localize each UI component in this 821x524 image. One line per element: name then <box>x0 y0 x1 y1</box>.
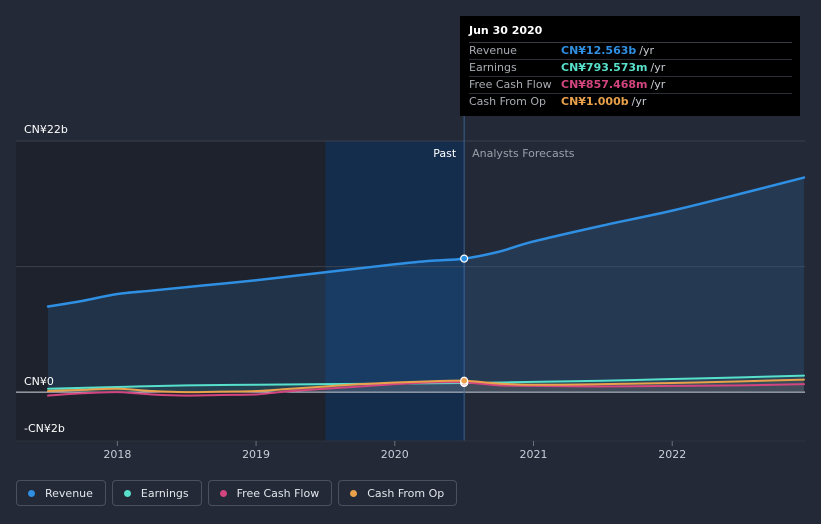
tooltip-row-cash-from-op: Cash From Op CN¥1.000b /yr <box>469 94 792 110</box>
tooltip-row-unit: /yr <box>650 78 666 91</box>
legend-label: Revenue <box>45 486 93 500</box>
legend: Revenue Earnings Free Cash Flow Cash Fro… <box>16 480 458 506</box>
tooltip-row-label: Revenue <box>469 44 517 57</box>
tooltip-row-label: Cash From Op <box>469 95 547 108</box>
tooltip-row-label: Earnings <box>469 61 517 74</box>
revenue-marker <box>460 254 469 263</box>
x-tick-label: 2018 <box>103 448 131 461</box>
series-lines <box>46 176 806 397</box>
legend-label: Free Cash Flow <box>236 486 320 500</box>
tooltip-row-free-cash-flow: Free Cash Flow CN¥857.468m /yr <box>469 77 792 94</box>
tooltip-row-earnings: Earnings CN¥793.573m /yr <box>469 60 792 77</box>
cash-from-op-marker <box>460 376 469 385</box>
tooltip-row-value: CN¥12.563b <box>561 44 637 57</box>
tooltip-row-revenue: Revenue CN¥12.563b /yr <box>469 43 792 60</box>
cash-from-op-line <box>47 378 805 394</box>
legend-item-revenue[interactable]: Revenue <box>16 480 106 506</box>
forecast-label: Analysts Forecasts <box>472 147 575 160</box>
legend-dot-icon <box>123 489 131 497</box>
x-tick-label: 2021 <box>520 448 548 461</box>
tooltip-row-value: CN¥793.573m <box>561 61 648 74</box>
legend-label: Earnings <box>140 486 189 500</box>
tooltip-row-unit: /yr <box>631 95 647 108</box>
legend-dot-icon <box>219 489 227 497</box>
y-axis-label: CN¥22b <box>24 123 68 136</box>
cash-from-op-area <box>48 379 804 393</box>
tooltip-row-value: CN¥857.468m <box>561 78 648 91</box>
x-tick-label: 2020 <box>381 448 409 461</box>
legend-item-earnings[interactable]: Earnings <box>111 480 202 506</box>
tooltip-row-unit: /yr <box>639 44 655 57</box>
tooltip: Jun 30 2020 Revenue CN¥12.563b /yr Earni… <box>460 16 800 116</box>
past-label: Past <box>433 147 457 160</box>
tooltip-row-unit: /yr <box>650 61 666 74</box>
tooltip-date: Jun 30 2020 <box>469 24 792 43</box>
revenue-line <box>46 176 806 308</box>
tooltip-row-label: Free Cash Flow <box>469 78 552 91</box>
series-markers <box>460 254 469 388</box>
legend-item-cash-from-op[interactable]: Cash From Op <box>338 480 458 506</box>
legend-label: Cash From Op <box>367 486 445 500</box>
legend-dot-icon <box>28 489 35 497</box>
gridlines <box>16 16 805 446</box>
x-tick-label: 2019 <box>242 448 270 461</box>
x-tick-label: 2022 <box>658 448 686 461</box>
tooltip-row-value: CN¥1.000b <box>561 95 629 108</box>
free-cash-flow-line <box>47 381 805 397</box>
axis-labels: 2018 2019 2020 2021 2022 CN¥22b CN¥0 -CN¥2b Past… <box>24 123 686 461</box>
y-axis-label: CN¥0 <box>24 375 54 388</box>
revenue-area <box>48 177 804 393</box>
legend-item-free-cash-flow[interactable]: Free Cash Flow <box>207 480 333 506</box>
legend-dot-icon <box>350 489 358 497</box>
y-axis-label: -CN¥2b <box>24 422 65 435</box>
highlight-band <box>325 141 465 441</box>
